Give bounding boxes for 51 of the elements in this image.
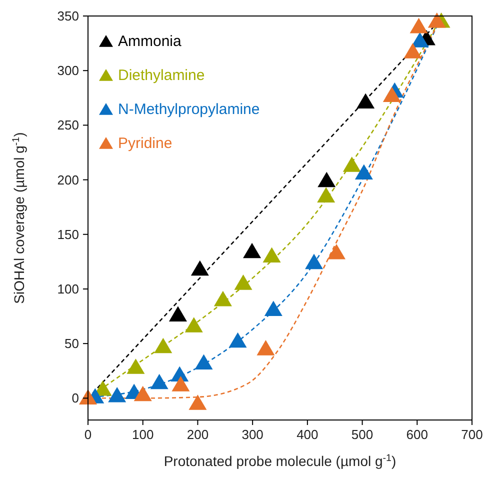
- point: [410, 18, 428, 34]
- point: [328, 244, 346, 260]
- point: [356, 93, 375, 109]
- legend-label: Pyridine: [118, 135, 172, 152]
- point: [354, 164, 373, 180]
- point: [317, 187, 336, 202]
- point: [262, 247, 281, 263]
- point: [184, 317, 203, 332]
- x-tick-label: 400: [296, 427, 318, 442]
- point: [126, 358, 145, 374]
- x-tick-label: 500: [351, 427, 374, 442]
- point: [79, 389, 97, 404]
- y-tick-label: 350: [57, 8, 79, 24]
- point: [154, 338, 172, 354]
- point: [194, 354, 213, 370]
- point: [243, 242, 262, 258]
- y-tick-label: 100: [57, 281, 79, 296]
- y-tick-label: 150: [57, 226, 79, 242]
- point: [172, 376, 190, 392]
- y-tick-label: 200: [57, 172, 79, 188]
- point: [264, 300, 282, 316]
- point: [305, 254, 324, 270]
- y-tick-label: 300: [57, 63, 79, 78]
- point: [134, 386, 152, 402]
- legend-label: Diethylamine: [118, 67, 205, 84]
- y-tick-label: 50: [64, 336, 79, 352]
- x-tick-label: 600: [406, 427, 428, 442]
- point: [228, 332, 247, 348]
- point: [318, 172, 336, 188]
- y-tick-label: 250: [57, 118, 79, 133]
- point: [256, 340, 275, 356]
- y-tick-label: 0: [72, 390, 79, 406]
- point: [382, 86, 401, 102]
- x-tick-label: 0: [84, 427, 92, 442]
- legend-label: N-Methylpropylamine: [118, 101, 260, 118]
- point: [188, 394, 207, 410]
- point: [342, 156, 361, 172]
- point: [404, 43, 422, 58]
- x-tick-label: 200: [186, 427, 209, 442]
- legend-label: Ammonia: [118, 33, 182, 50]
- point: [428, 12, 446, 28]
- point: [234, 274, 252, 290]
- point: [150, 374, 168, 390]
- point: [190, 260, 209, 276]
- x-tick-label: 700: [461, 427, 483, 442]
- point: [108, 386, 126, 402]
- x-tick-label: 100: [132, 427, 154, 442]
- point: [168, 306, 187, 322]
- x-axis-title: Protonated probe molecule (µmol g$^{-1}$): [164, 452, 396, 469]
- point: [214, 290, 232, 306]
- x-tick-label: 300: [242, 427, 264, 442]
